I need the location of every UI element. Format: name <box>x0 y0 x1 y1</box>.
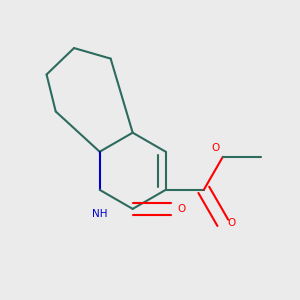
Text: NH: NH <box>92 209 107 219</box>
Text: O: O <box>177 204 185 214</box>
Text: O: O <box>227 218 235 228</box>
Text: O: O <box>212 143 220 153</box>
